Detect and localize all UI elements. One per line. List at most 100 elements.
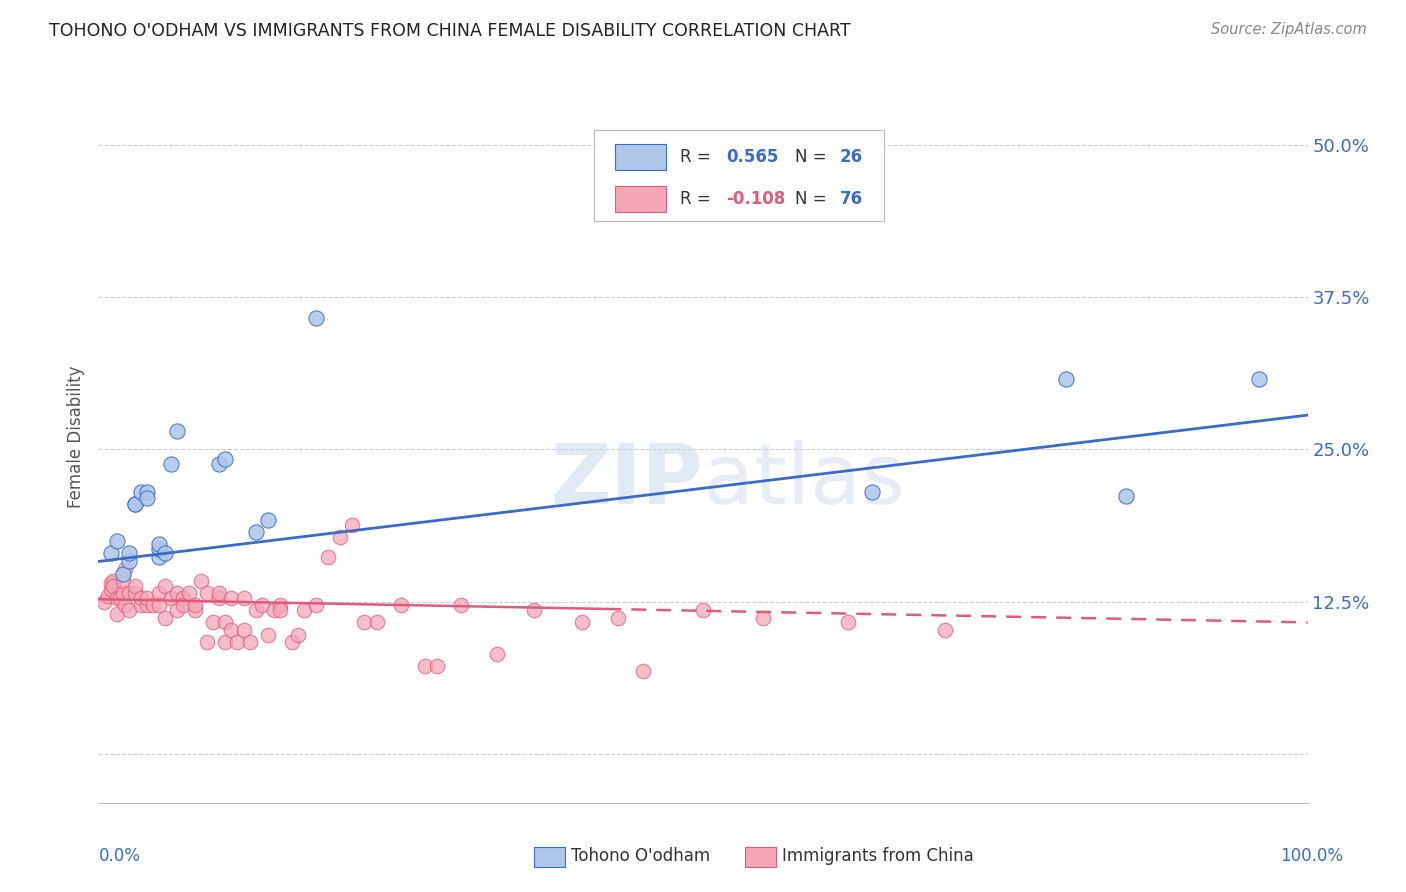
Point — [208, 591, 231, 605]
Point — [389, 599, 412, 613]
Point — [111, 574, 134, 588]
Point — [148, 542, 170, 557]
Point — [287, 627, 309, 641]
Point — [316, 549, 339, 564]
Point — [202, 615, 225, 630]
Point — [184, 603, 207, 617]
Point — [214, 635, 236, 649]
Text: TOHONO O'ODHAM VS IMMIGRANTS FROM CHINA FEMALE DISABILITY CORRELATION CHART: TOHONO O'ODHAM VS IMMIGRANTS FROM CHINA … — [49, 22, 851, 40]
Point — [190, 574, 212, 588]
Point — [1115, 489, 1137, 503]
Point — [135, 591, 157, 605]
Point — [450, 599, 472, 613]
Point — [571, 615, 593, 630]
FancyBboxPatch shape — [614, 186, 665, 212]
Text: 26: 26 — [839, 148, 863, 166]
FancyBboxPatch shape — [595, 130, 884, 221]
Point — [166, 424, 188, 438]
Point — [195, 586, 218, 600]
Point — [105, 591, 128, 605]
Point — [232, 623, 254, 637]
Point — [160, 591, 183, 605]
Text: R =: R = — [681, 148, 716, 166]
Point — [860, 485, 883, 500]
Text: N =: N = — [794, 148, 832, 166]
Point — [281, 635, 304, 649]
Point — [184, 599, 207, 613]
Y-axis label: Female Disability: Female Disability — [67, 366, 86, 508]
Point — [305, 310, 328, 325]
Point — [486, 647, 509, 661]
Point — [105, 607, 128, 621]
Point — [269, 603, 291, 617]
Point — [1054, 371, 1077, 385]
Point — [208, 586, 231, 600]
Point — [100, 582, 122, 597]
Text: Source: ZipAtlas.com: Source: ZipAtlas.com — [1211, 22, 1367, 37]
Point — [166, 586, 188, 600]
Point — [142, 599, 165, 613]
Point — [148, 537, 170, 551]
Point — [329, 530, 352, 544]
Text: Immigrants from China: Immigrants from China — [782, 847, 973, 865]
Point — [118, 554, 141, 568]
Point — [179, 586, 201, 600]
Point — [114, 562, 136, 576]
Point — [129, 599, 152, 613]
Point — [366, 615, 388, 630]
Point — [776, 186, 799, 201]
Text: Tohono O'odham: Tohono O'odham — [571, 847, 710, 865]
Point — [118, 603, 141, 617]
Text: N =: N = — [794, 190, 832, 208]
Point — [100, 546, 122, 560]
Point — [118, 546, 141, 560]
Point — [124, 579, 146, 593]
Point — [256, 513, 278, 527]
Point — [153, 579, 176, 593]
Point — [160, 457, 183, 471]
Text: 100.0%: 100.0% — [1279, 847, 1343, 865]
Point — [118, 586, 141, 600]
Point — [100, 576, 122, 591]
Point — [208, 457, 231, 471]
Point — [129, 591, 152, 605]
Point — [172, 599, 194, 613]
Point — [101, 579, 124, 593]
Point — [153, 546, 176, 560]
Text: -0.108: -0.108 — [725, 190, 785, 208]
Point — [135, 485, 157, 500]
Point — [195, 635, 218, 649]
Point — [105, 533, 128, 548]
Point — [124, 497, 146, 511]
Point — [153, 610, 176, 624]
Point — [305, 599, 328, 613]
Point — [837, 615, 859, 630]
Point — [245, 603, 267, 617]
Point — [426, 659, 449, 673]
Point — [269, 599, 291, 613]
Point — [135, 491, 157, 505]
Point — [124, 497, 146, 511]
Point — [166, 603, 188, 617]
Text: 0.0%: 0.0% — [98, 847, 141, 865]
Point — [221, 623, 243, 637]
Point — [1249, 371, 1271, 385]
Text: 76: 76 — [839, 190, 863, 208]
Text: ZIP: ZIP — [551, 441, 703, 522]
Point — [342, 517, 364, 532]
Point — [752, 610, 775, 624]
Point — [256, 627, 278, 641]
Point — [226, 635, 249, 649]
Point — [353, 615, 375, 630]
Point — [245, 525, 267, 540]
Point — [523, 603, 546, 617]
Point — [124, 586, 146, 600]
Point — [631, 664, 654, 678]
Point — [239, 635, 262, 649]
Text: R =: R = — [681, 190, 716, 208]
Point — [97, 589, 120, 603]
Point — [250, 599, 273, 613]
Point — [148, 586, 170, 600]
Point — [135, 599, 157, 613]
FancyBboxPatch shape — [614, 145, 665, 170]
